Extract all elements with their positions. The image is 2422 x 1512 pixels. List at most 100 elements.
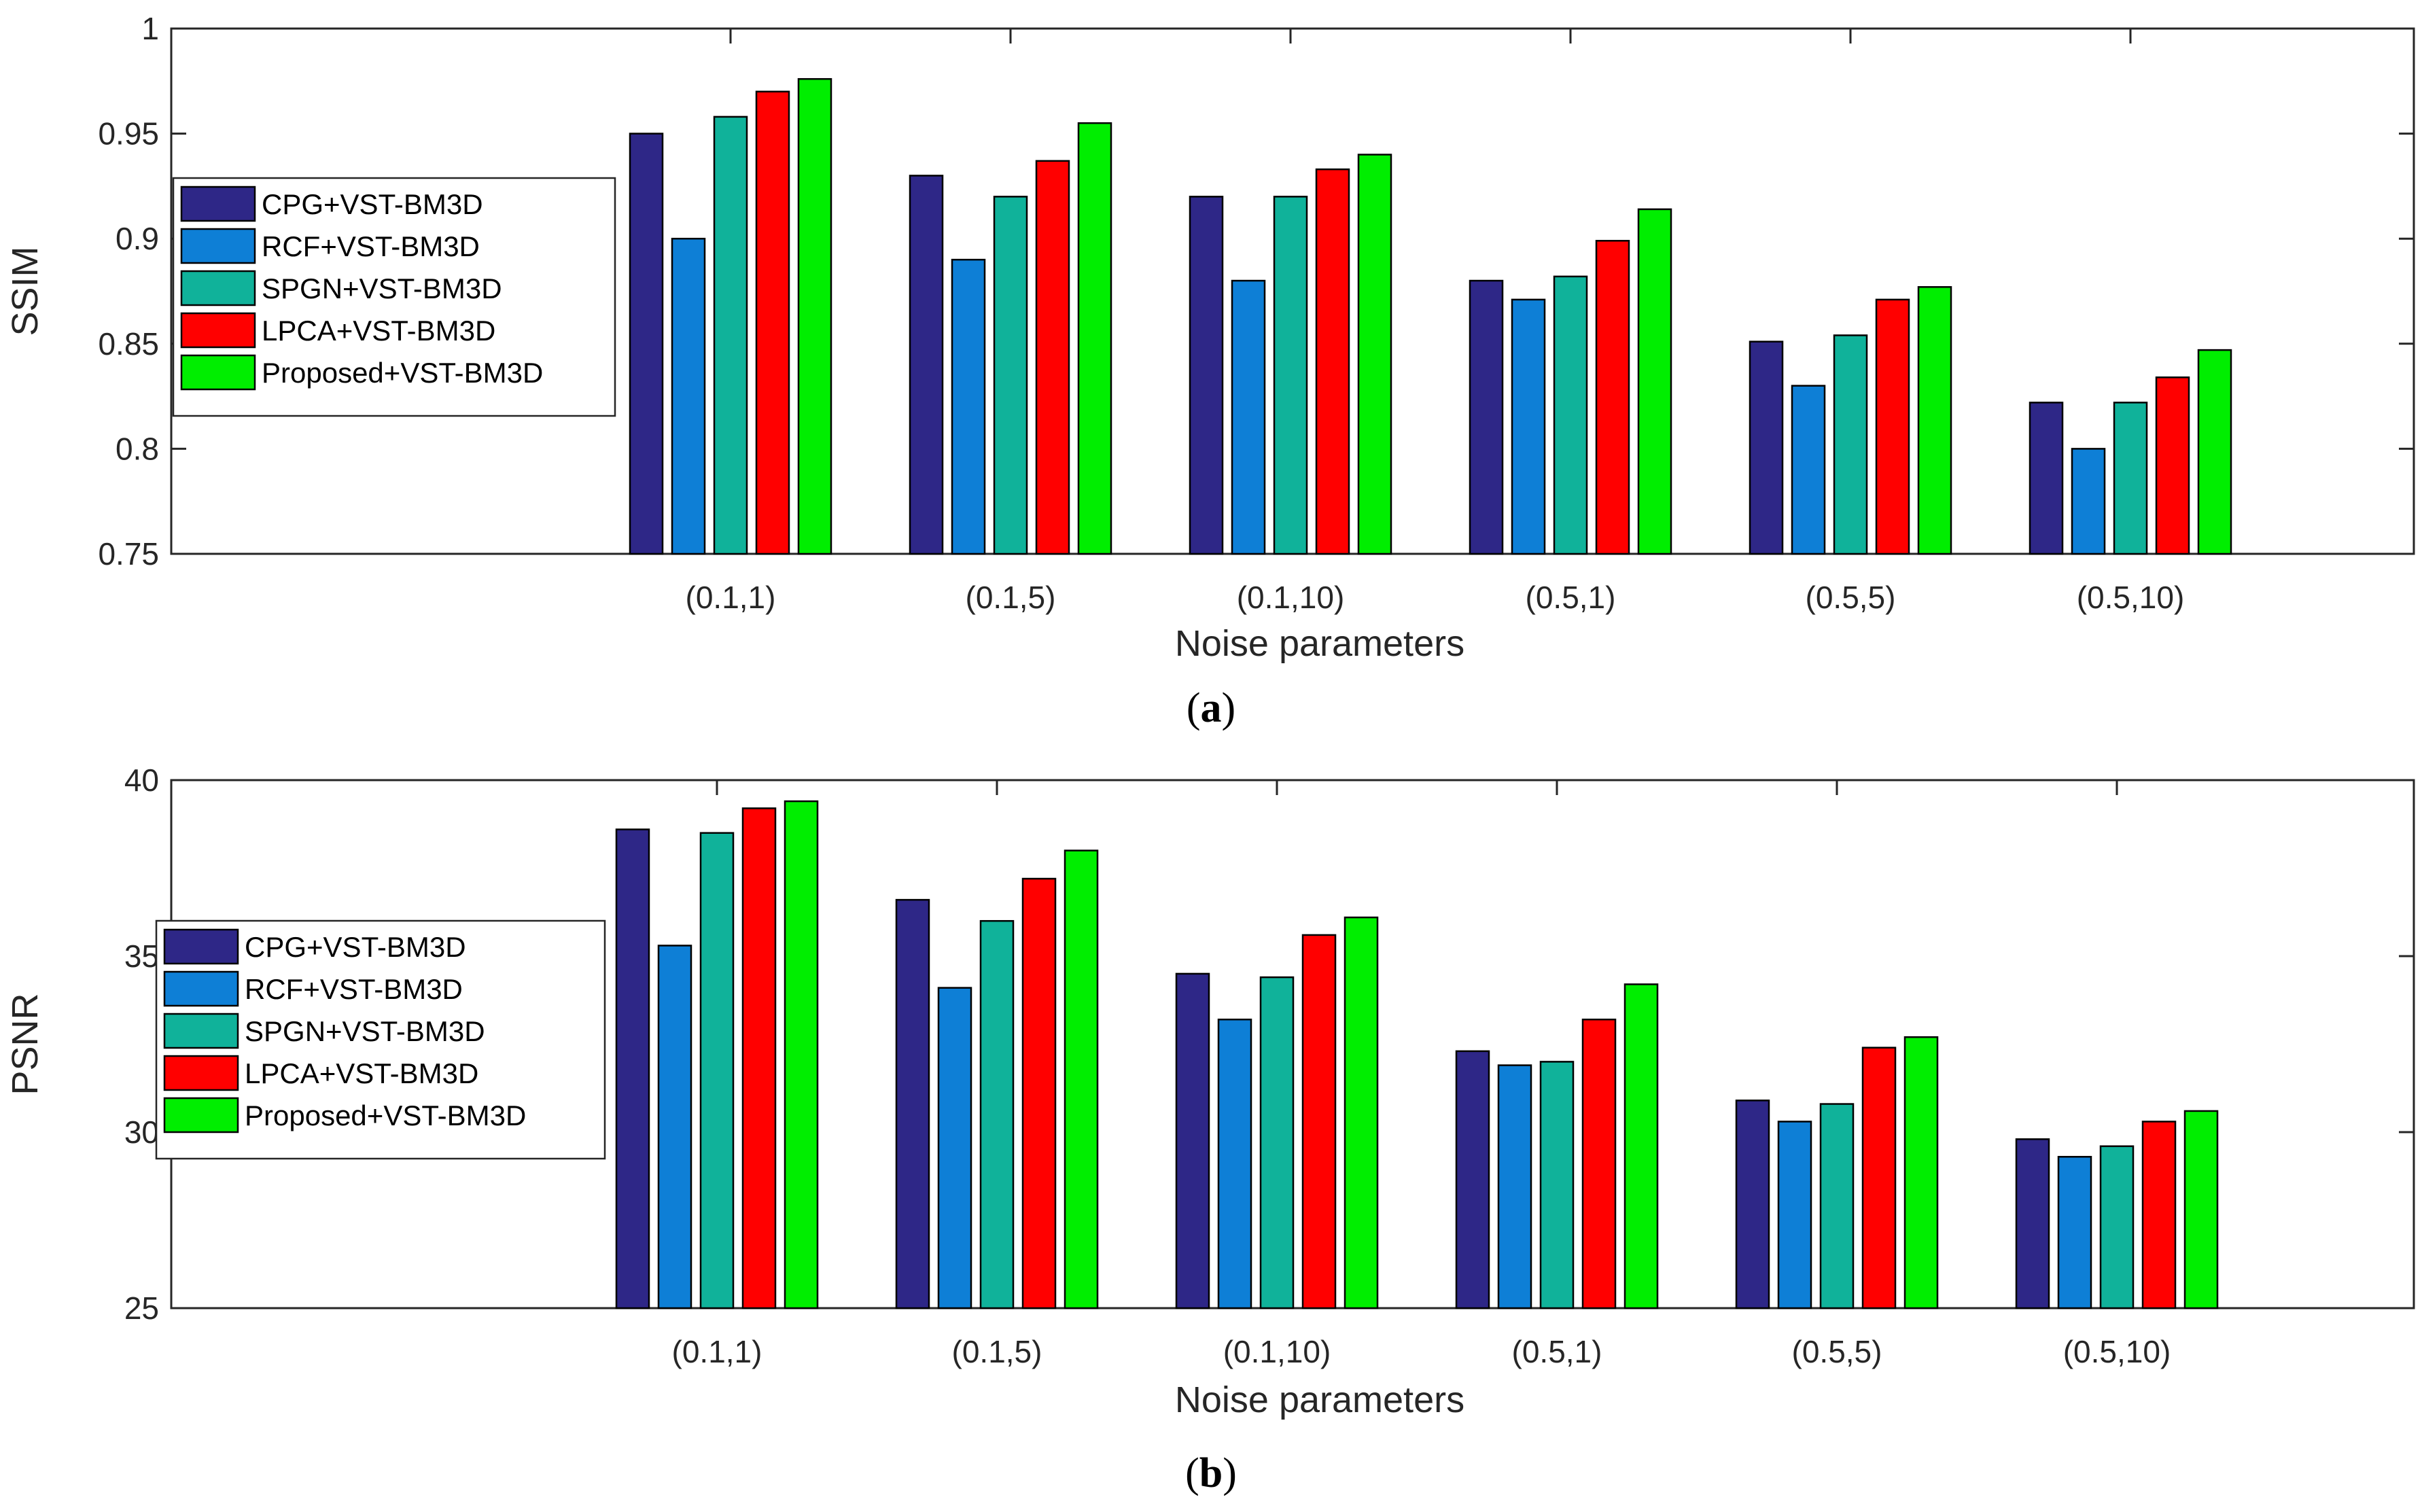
x-tick-label: (0.5,10) [2077,580,2185,615]
bar [2057,1156,2092,1309]
bar [1581,1018,1617,1309]
bar [1315,168,1350,555]
bar [2015,1138,2050,1309]
x-tick-label: (0.5,10) [2063,1334,2171,1369]
legend-swatch [180,354,256,391]
bar [951,258,986,555]
bar [1624,983,1659,1309]
x-tick-label: (0.1,10) [1237,580,1345,615]
bar [1497,1064,1532,1309]
y-tick-label: 1 [141,11,159,46]
bar [797,77,832,555]
legend-swatch [180,270,256,306]
bar [741,807,777,1309]
x-tick-label: (0.1,1) [686,580,776,615]
legend-entry: Proposed+VST-BM3D [245,1100,526,1131]
x-tick-label: (0.1,1) [672,1334,762,1369]
y-tick-label: 40 [124,762,159,798]
legend-entry: CPG+VST-BM3D [262,188,483,220]
x-tick-label: (0.1,5) [952,1334,1042,1369]
x-axis-label: Noise parameters [1175,1379,1464,1420]
bar [1217,1018,1252,1309]
bar [1035,160,1070,555]
legend-entry: CPG+VST-BM3D [245,931,466,963]
bar [1344,916,1379,1309]
bar [1875,298,1910,555]
bar [2155,376,2190,555]
bar [1469,279,1504,555]
bar [1903,1036,1939,1309]
bar [671,237,706,555]
legend-entry: SPGN+VST-BM3D [245,1015,485,1047]
bar [2113,402,2148,555]
bar [657,945,692,1309]
bar [755,90,790,555]
bar [629,133,664,555]
y-tick-label: 0.95 [98,116,159,152]
legend-swatch [163,1013,239,1049]
bar [2071,448,2106,555]
legend-swatch [180,312,256,349]
x-tick-label: (0.1,5) [966,580,1056,615]
x-tick-label: (0.5,1) [1512,1334,1602,1369]
legend-entry: SPGN+VST-BM3D [262,272,502,304]
bar [713,116,748,555]
y-tick-label: 0.8 [116,431,159,466]
x-tick-label: (0.5,5) [1806,580,1896,615]
bar [1595,240,1630,555]
bar [784,800,819,1309]
panel-caption-a: (a) [1187,685,1235,731]
bar [1777,1121,1812,1309]
y-tick-label: 0.9 [116,221,159,256]
legend-swatch [163,1097,239,1133]
bar [2029,402,2064,555]
bar [895,898,930,1309]
bar [2099,1145,2135,1309]
legend-entry: RCF+VST-BM3D [245,973,463,1005]
legend-swatch [163,928,239,965]
y-tick-label: 0.75 [98,536,159,572]
bar [1833,334,1868,555]
bar [1553,275,1588,555]
bar [1455,1050,1490,1309]
bar [1357,154,1392,555]
legend-entry: Proposed+VST-BM3D [262,357,543,389]
bar [1064,849,1099,1309]
bar [1819,1103,1855,1309]
bar [1791,385,1826,555]
bar [1077,122,1112,555]
y-axis-label: SSIM [5,246,46,336]
bar [1511,298,1546,555]
bar [2183,1110,2219,1309]
bar [1861,1047,1897,1309]
bar [615,828,650,1309]
bar [1735,1100,1770,1309]
x-tick-label: (0.5,1) [1526,580,1616,615]
legend-entry: LPCA+VST-BM3D [245,1057,478,1089]
bar [979,919,1015,1309]
y-tick-label: 35 [124,938,159,974]
bar [699,832,735,1309]
bar [993,196,1028,555]
y-tick-label: 25 [124,1290,159,1326]
bar [1259,976,1295,1309]
bar [2141,1121,2177,1309]
bar [1231,279,1266,555]
bar [937,987,972,1309]
x-tick-label: (0.1,10) [1223,1334,1331,1369]
bar [1021,877,1057,1309]
bar [1637,208,1672,555]
legend-swatch [180,228,256,264]
bar [1539,1061,1575,1309]
bar [1301,934,1337,1309]
panel-caption-b: (b) [1185,1450,1237,1496]
bar [909,175,944,555]
bar [1917,286,1952,555]
bar [1189,196,1224,555]
legend-swatch [163,1055,239,1091]
bar [1273,196,1308,555]
bar [1749,340,1784,555]
legend-entry: RCF+VST-BM3D [262,230,480,262]
y-tick-label: 30 [124,1114,159,1150]
